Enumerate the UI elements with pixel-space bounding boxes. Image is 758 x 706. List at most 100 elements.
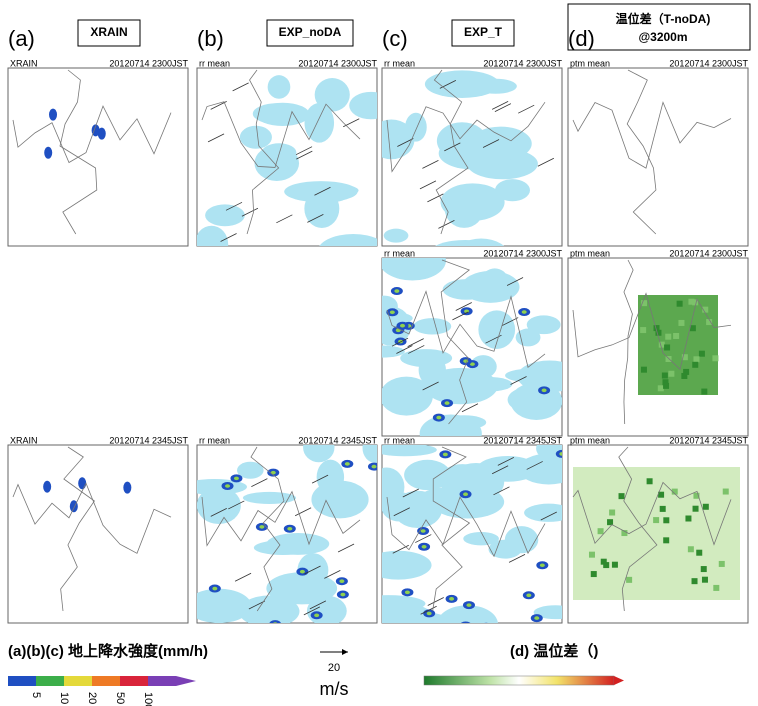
rain-area [384,229,409,243]
theta-cell [626,577,632,583]
rain-peak [436,416,441,420]
panel-right-label: 20120714 2345JST [109,435,188,445]
theta-cell [662,373,668,379]
rain-cell [49,109,57,121]
panel-left-label: rr mean [199,58,230,68]
rain-peak [225,484,230,488]
theta-cell [701,566,707,572]
rain-area [240,126,272,149]
map-panel: rr mean 20120714 2300JST [195,58,393,270]
panel-left-label: rr mean [384,435,415,445]
rain-area [477,456,538,482]
theta-cell [712,355,718,361]
map-panel: ptm mean20120714 2300JST [568,248,748,436]
gradient [424,676,614,685]
rain-area [400,349,452,367]
theta-cell [666,356,672,362]
theta-cell [673,333,679,339]
column-letter: (a) [8,26,35,51]
map-panel: rr mean20120714 2345JST [351,435,580,653]
rain-cell [78,477,86,489]
rain-area [304,189,339,228]
column-letter: (b) [197,26,224,51]
theta-cell [677,301,683,307]
rain-cell [123,482,131,494]
column-label: EXP_T [464,25,503,39]
rain-peak [542,389,547,393]
theta-cell [653,517,659,523]
rain-area [266,533,329,555]
theta-cell [658,385,664,391]
rain-cell [43,481,51,493]
rain-peak [422,545,427,549]
rain-tick-label: 100 [142,692,154,706]
panel-left-label: rr mean [384,248,415,258]
theta-cell [693,506,699,512]
rain-peak [340,593,345,597]
figure: (a)XRAIN(b)EXP_noDA(c)EXP_T(d)温位差（T-noDA… [0,0,758,706]
theta-cell [685,516,691,522]
swatch [92,676,120,686]
map-panel: ptm mean20120714 2345JST [568,435,748,623]
panel-right-label: 20120714 2300JST [109,58,188,68]
rain-tick-label: 20 [86,692,98,704]
theta-cell [619,493,625,499]
swatch [8,676,36,686]
rain-peak [449,597,454,601]
rain-area [439,137,508,169]
column-label: 温位差（T-noDA) [616,11,711,26]
rain-peak [394,289,399,293]
theta-cell [681,373,687,379]
theta-cell [688,546,694,552]
theta-cell [664,344,670,350]
rain-peak [390,310,395,314]
panel-right-label: 20120714 2345JST [669,435,748,445]
rain-cell [44,147,52,159]
rain-peak [540,563,545,567]
rain-peak [234,477,239,481]
theta-cell [591,571,597,577]
theta-cell [668,371,674,377]
rain-peak [526,594,531,598]
rain-tick-label: 5 [30,692,42,698]
theta-cell [692,578,698,584]
theta-cell [641,367,647,373]
panel-left-label: XRAIN [10,435,38,445]
theta-cell [663,537,669,543]
rain-peak [405,591,410,595]
rain-peak [421,529,426,533]
rain-peak [314,614,319,618]
rain-legend-title: (a)(b)(c) 地上降水強度(mm/h) [8,642,208,660]
rain-peak [345,462,350,466]
rain-peak [259,525,264,529]
swatch [64,676,92,686]
rain-area [505,369,555,382]
panel-left-label: rr mean [384,58,415,68]
map-panel: XRAIN20120714 2300JST [8,58,188,246]
map-panel: ptm mean 20120714 2300JST [568,58,748,246]
panel-left-label: ptm mean [570,58,610,68]
panel-right-label: 20120714 2300JST [669,58,748,68]
theta-cell [696,550,702,556]
rain-tick-label: 10 [58,692,70,704]
rain-peak [466,603,471,607]
swatch [36,676,64,686]
rain-area [393,491,442,528]
rain-peak [371,465,376,469]
theta-cell [692,362,698,368]
rain-peak [445,401,450,405]
rain-peak [300,570,305,574]
column-letter: (d) [568,26,595,51]
panel-right-label: 20120714 2300JST [669,248,748,258]
wind-unit: m/s [320,679,349,699]
theta-cell [663,517,669,523]
rain-peak [534,616,539,620]
theta-cell [678,320,684,326]
theta-cell [609,510,615,516]
theta-cell [612,562,618,568]
rain-peak [339,579,344,583]
panel-right-label: 20120714 2300JST [298,58,377,68]
rain-area [527,315,561,334]
theta-cell [703,504,709,510]
rain-area [262,143,297,162]
